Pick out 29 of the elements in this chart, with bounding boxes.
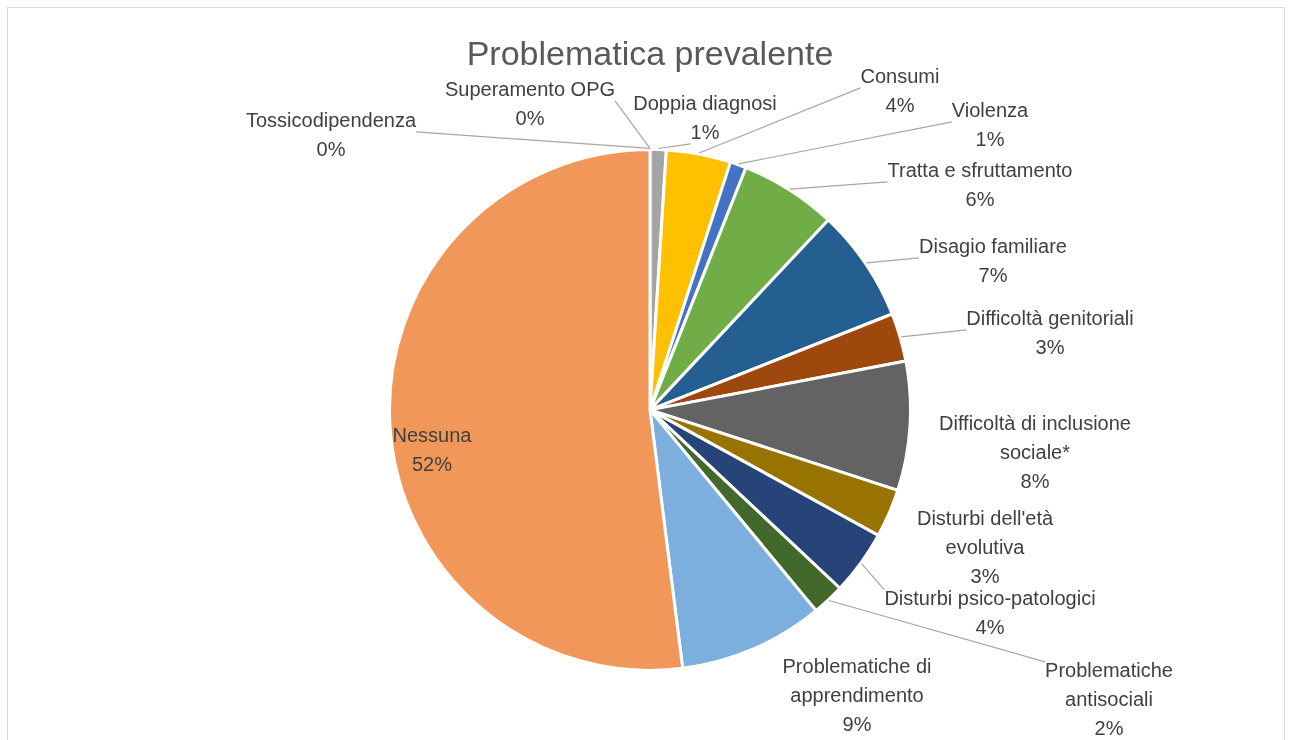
- data-label: 6%: [965, 188, 995, 211]
- slice-label: Tratta e sfruttamento: [887, 159, 1073, 182]
- text: 0%: [515, 107, 545, 130]
- slice-label: Problematiche di apprendimento: [782, 655, 932, 707]
- data-label: 3%: [1035, 336, 1065, 359]
- text: 0%: [316, 138, 346, 161]
- data-label: 1%: [690, 121, 720, 144]
- slice-label: Disturbi dell'età evolutiva: [916, 507, 1054, 559]
- data-label: 8%: [1020, 470, 1050, 493]
- data-label: 1%: [975, 128, 1005, 151]
- slice-label: Violenza: [951, 99, 1030, 122]
- data-label: 52%: [411, 453, 453, 476]
- slice-label: Doppia diagnosi: [633, 92, 777, 115]
- slice-label: Disagio familiare: [919, 235, 1067, 258]
- data-label: 7%: [978, 264, 1008, 287]
- category-label: Tossicodipendenza: [245, 109, 417, 132]
- data-label: 4%: [885, 94, 915, 117]
- data-label: 3%: [970, 565, 1000, 588]
- slice-label: Consumi: [860, 65, 940, 88]
- slice-label: Difficoltà genitoriali: [966, 307, 1134, 330]
- slice-label: Difficoltà di inclusione sociale*: [939, 412, 1131, 464]
- data-label: 2%: [1094, 717, 1124, 740]
- data-label: 9%: [842, 713, 872, 736]
- chart-title: Problematica prevalente: [466, 33, 834, 72]
- slice-label: Disturbi psico-patologici: [884, 587, 1096, 610]
- category-label: Superamento OPG: [444, 78, 616, 101]
- data-label: 4%: [975, 616, 1005, 639]
- slice-label: Nessuna: [392, 424, 473, 447]
- slice-label: Problematiche antisociali: [1045, 659, 1173, 711]
